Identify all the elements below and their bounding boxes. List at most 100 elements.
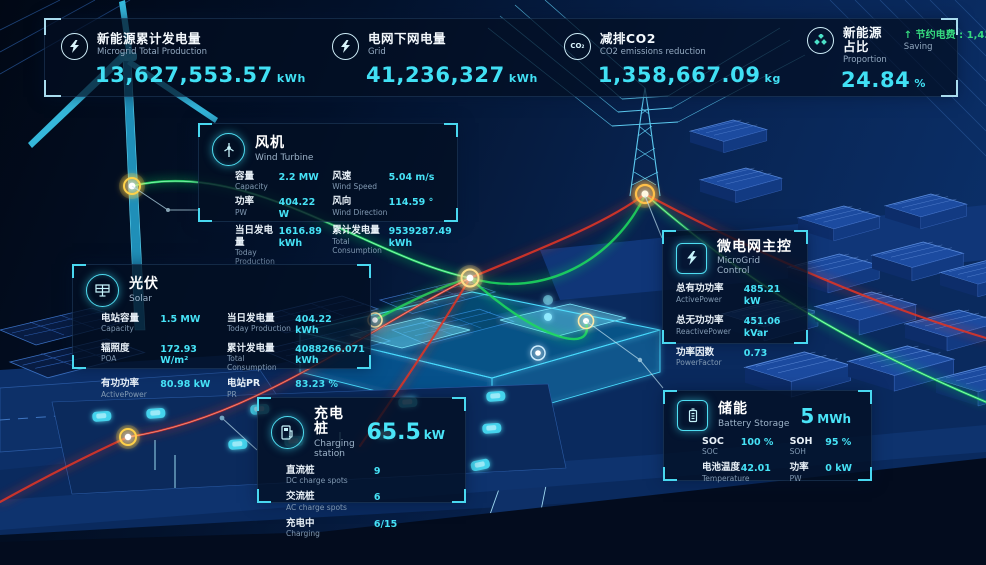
metric-pr: 电站PR PR 83.23 %	[227, 378, 358, 398]
metric-value: 95 %	[825, 437, 852, 448]
kpi-value: 1,358,667.09 kg	[597, 62, 781, 87]
metric-total-reactive-power: 总无功功率 ReactivePower 451.06 kVar	[676, 315, 797, 339]
metric-dc-charge-spots: 直流桩 DC charge spots 9	[286, 465, 455, 485]
metric-total-consumption: 累计发电量 Total Consumption 4088266.071 kWh	[226, 342, 365, 373]
kpi-title: 电网下网电量	[367, 30, 446, 46]
metric-poa: 辐照度 POA 172.93 W/m²	[101, 343, 215, 372]
wind-turbine-panel: 风机 Wind Turbine 容量 Capacity 2.2 MW 风速 Wind …	[198, 123, 458, 266]
metric-wind-speed: 风速 Wind Speed 5.04 m/s	[332, 171, 445, 191]
metric-value: 172.93 W/m²	[160, 343, 197, 367]
corner-bracket	[663, 390, 677, 404]
kpi-subtitle: Microgrid Total Production	[97, 46, 208, 57]
metric-total-production: 累计发电量 Total Consumption 9539287.49 kWh	[332, 225, 452, 255]
metric-value: 404.22 kWh	[295, 314, 332, 337]
corner-bracket	[357, 355, 371, 369]
corner-bracket	[941, 18, 958, 35]
metric-power: 功率 PW 404.22 W	[235, 196, 322, 220]
metric-today-production: 当日发电量 Today Production 404.22 kWh	[227, 313, 358, 337]
metric-soh: SOH SOH 95 %	[790, 436, 861, 456]
saving-value: 1,435,642.05 ¥	[966, 29, 986, 41]
corner-bracket	[44, 18, 61, 35]
metric-value: 5.04 m/s	[388, 172, 435, 183]
up-arrow-icon: ↑	[903, 29, 913, 41]
kpi-value: 41,236,327 kWh	[365, 62, 538, 87]
kpi-title: 新能源累计发电量	[97, 30, 202, 46]
corner-bracket	[941, 80, 958, 97]
solar-panel-icon	[86, 274, 119, 307]
corner-bracket	[662, 230, 676, 244]
saving-block: ↑ 节约电费 : 1,435,642.05 ¥ Saving	[904, 26, 986, 52]
metric-active-power: 有功功率 ActivePower 80.98 kW	[101, 378, 215, 398]
corner-bracket	[357, 264, 371, 278]
corner-bracket	[444, 208, 458, 222]
metric-value: 80.98 kW	[160, 379, 211, 391]
saving-label: 节约电费 :	[915, 29, 967, 41]
corner-bracket	[257, 489, 271, 503]
panel-subtitle: Wind Turbine	[255, 152, 314, 163]
solar-panel: 光伏 Solar 电站容量 Capacity 1.5 MW 当日发电量 Today P…	[72, 264, 371, 399]
kpi-subtitle: Grid	[367, 46, 386, 57]
metric-value: 1616.89 kWh	[278, 226, 322, 249]
metric-value: 83.23 %	[295, 379, 338, 391]
corner-bracket	[72, 264, 86, 278]
metric-value: 0 kW	[825, 463, 852, 475]
foreground-wedge	[0, 458, 986, 565]
corner-bracket	[444, 123, 458, 137]
corner-bracket	[72, 355, 86, 369]
corner-bracket	[44, 80, 61, 97]
metric-value: 6	[373, 492, 381, 504]
wind-turbine-icon	[212, 133, 245, 166]
kpi-value: 13,627,553.57 kWh	[95, 62, 306, 87]
microgrid-control-panel: 微电网主控 MicroGrid Control 总有功功率 ActivePower…	[662, 230, 808, 367]
metric-wind-direction: 风向 Wind Direction 114.59 °	[332, 196, 445, 220]
battery-storage-panel: 储能 Battery Storage 5 MWh SOC SOC 100 % SOH S…	[663, 390, 872, 483]
metric-value: 42.01	[740, 463, 771, 475]
metric-value: 2.2 MW	[278, 172, 319, 183]
metric-soc: SOC SOC 100 %	[702, 436, 780, 456]
kpi-card-proportion: 新能源占比 Proportion ↑ 节约电费 : 1,435,642.05 ¥…	[791, 17, 986, 99]
panel-title: 储能	[718, 401, 748, 418]
corner-bracket	[794, 230, 808, 244]
kpi-card-co2: CO₂ 减排CO2 CO2 emissions reduction 1,358,…	[548, 23, 791, 93]
panel-title: 充电桩	[314, 406, 344, 438]
metric-today-production: 当日发电量 Today Production 1616.89 kWh	[235, 225, 322, 266]
panel-title: 微电网主控	[717, 239, 792, 255]
panel-title: 风机	[255, 135, 285, 152]
panel-title: 光伏	[129, 276, 159, 293]
panel-subtitle: Solar	[129, 293, 152, 304]
kpi-subtitle: CO2 emissions reduction	[599, 46, 706, 57]
kpi-card-total-production: 新能源累计发电量 Microgrid Total Production 13,6…	[45, 23, 316, 93]
panel-subtitle: MicroGrid Control	[717, 256, 761, 277]
corner-bracket	[858, 390, 872, 404]
glow-nodes	[116, 173, 659, 449]
saving-sublabel: Saving	[903, 41, 933, 52]
battery-capacity-value: 5 MWh	[800, 403, 851, 428]
kpi-card-grid: 电网下网电量 Grid 41,236,327 kWh	[316, 23, 548, 93]
metric-value: 4088266.071 kWh	[295, 343, 365, 367]
metric-value: 0.73	[743, 347, 768, 359]
ev-charger-icon	[271, 416, 304, 450]
corner-bracket	[198, 208, 212, 222]
corner-bracket	[257, 397, 271, 411]
corner-bracket	[858, 467, 872, 481]
metric-value: 1.5 MW	[160, 314, 201, 325]
lightning-icon	[331, 32, 359, 60]
corner-bracket	[663, 467, 677, 481]
metric-value: 6/15	[373, 518, 398, 530]
kpi-title: 减排CO2	[599, 30, 656, 46]
corner-bracket	[452, 397, 466, 411]
metric-total-active-power: 总有功功率 ActivePower 485.21 kW	[676, 283, 797, 307]
panel-subtitle: Battery Storage	[718, 418, 790, 429]
kpi-subtitle: Proportion	[842, 55, 887, 66]
metric-pw: 功率 PW 0 kW	[790, 462, 861, 482]
metric-value: 485.21 kW	[743, 284, 781, 307]
metric-charging-count: 充电中 Charging 6/15	[286, 518, 455, 538]
microgrid-control-icon	[676, 242, 707, 274]
corner-bracket	[198, 123, 212, 137]
lightning-icon	[61, 32, 88, 60]
metric-power-factor: 功率因数 PowerFactor 0.73	[676, 347, 797, 367]
proportion-icon	[806, 26, 834, 54]
metric-capacity: 容量 Capacity 2.2 MW	[235, 171, 322, 191]
metric-station-capacity: 电站容量 Capacity 1.5 MW	[101, 313, 215, 337]
metric-ac-charge-spots: 交流桩 AC charge spots 6	[286, 491, 455, 511]
